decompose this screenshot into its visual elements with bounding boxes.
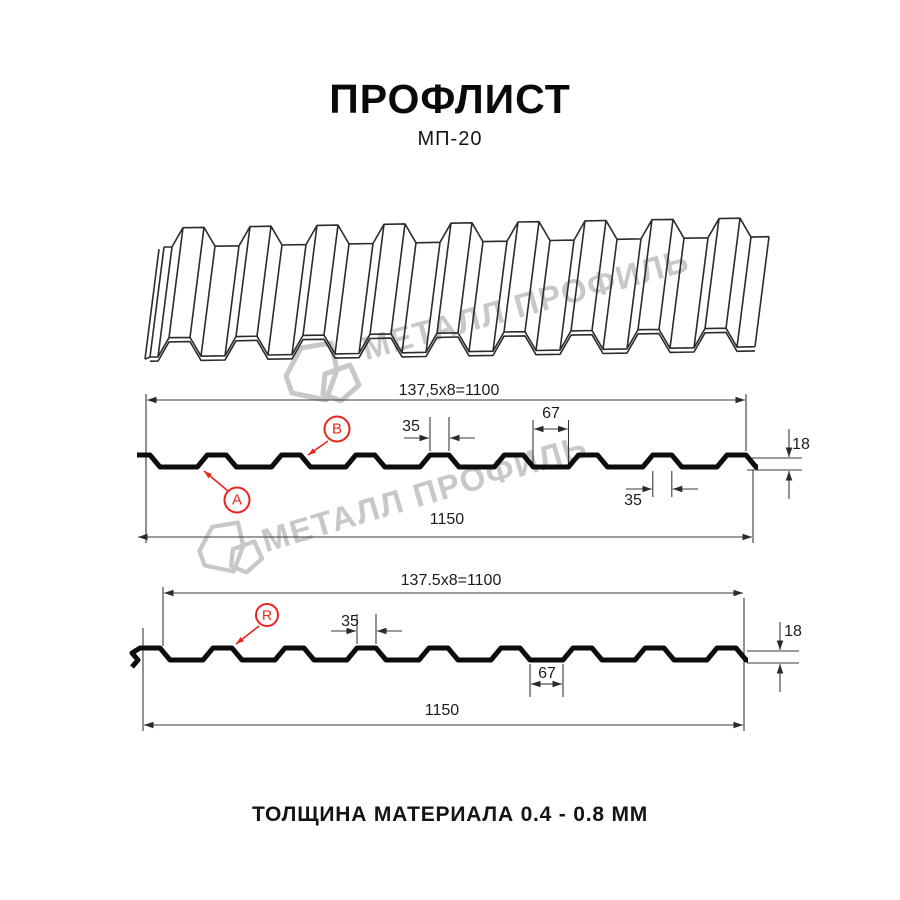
side-marker-r: R xyxy=(255,603,279,627)
metall-profil-logo-watermark xyxy=(197,520,265,575)
dim-valley-width-reverse: 67 xyxy=(538,665,556,682)
dim-rib-bottom-width: 35 xyxy=(624,492,642,509)
dim-overall-width-bottom: 1150 xyxy=(424,702,460,719)
page-title: ПРОФЛИСТ xyxy=(329,76,571,122)
profile-model-subtitle: МП-20 xyxy=(417,128,483,150)
dim-valley-width-top: 67 xyxy=(542,405,560,422)
side-marker-b: B xyxy=(323,415,351,443)
dim-overall-width-top: 1150 xyxy=(429,511,465,528)
dim-rib-top-width: 35 xyxy=(402,418,420,435)
sheet-3d-view xyxy=(144,217,770,362)
dim-working-width-bottom: 137.5x8=1100 xyxy=(400,572,502,589)
profile-section-reverse xyxy=(129,587,799,731)
profile-section-front xyxy=(137,394,802,543)
side-marker-a: A xyxy=(223,486,251,514)
dim-working-width-top: 137,5x8=1100 xyxy=(398,382,500,399)
metall-profil-logo-watermark xyxy=(283,340,362,404)
dim-profile-height-top: 18 xyxy=(792,436,810,453)
material-thickness-note: ТОЛЩИНА МАТЕРИАЛА 0.4 - 0.8 ММ xyxy=(251,803,649,826)
dim-rib-top-width-reverse: 35 xyxy=(341,613,359,630)
dim-profile-height-bottom: 18 xyxy=(784,623,802,640)
